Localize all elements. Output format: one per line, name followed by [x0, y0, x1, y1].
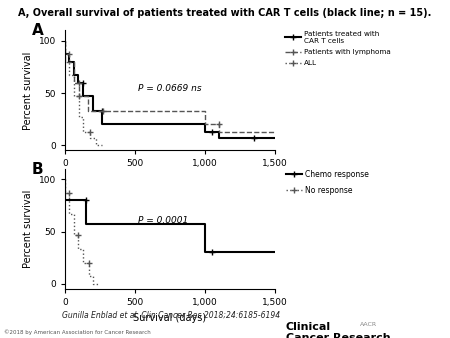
Text: B: B	[32, 162, 43, 177]
Text: AACR: AACR	[360, 322, 377, 327]
Text: Clinical
Cancer Research: Clinical Cancer Research	[286, 322, 391, 338]
X-axis label: Survival (days): Survival (days)	[133, 174, 207, 184]
Text: ©2018 by American Association for Cancer Research: ©2018 by American Association for Cancer…	[4, 330, 151, 335]
Text: A: A	[32, 23, 44, 38]
Y-axis label: Percent survival: Percent survival	[23, 51, 33, 129]
Legend: Patients treated with
CAR T cells, Patients with lymphoma, ALL: Patients treated with CAR T cells, Patie…	[282, 28, 394, 69]
Text: P = 0.0001: P = 0.0001	[138, 216, 188, 225]
Text: P = 0.0669 ns: P = 0.0669 ns	[138, 84, 202, 93]
Legend: Chemo response, No response: Chemo response, No response	[283, 167, 372, 198]
Text: A, Overall survival of patients treated with CAR T cells (black line; n = 15).: A, Overall survival of patients treated …	[18, 8, 432, 19]
X-axis label: Survival (days): Survival (days)	[133, 313, 207, 322]
Text: Gunilla Enblad et al. Clin Cancer Res 2018;24:6185-6194: Gunilla Enblad et al. Clin Cancer Res 20…	[62, 310, 280, 319]
Y-axis label: Percent survival: Percent survival	[23, 190, 33, 268]
